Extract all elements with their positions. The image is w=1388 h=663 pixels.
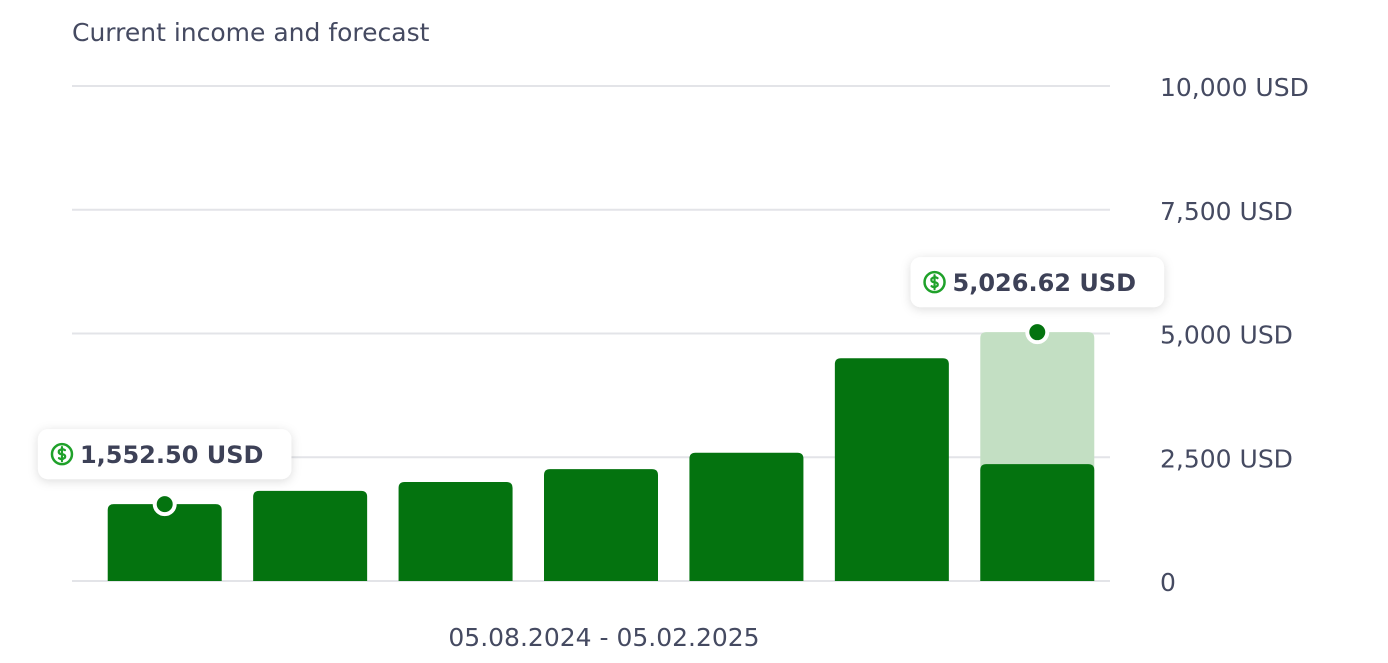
dollar-icon — [50, 442, 74, 466]
tooltip-box — [910, 257, 1165, 308]
labels: 1,552.50 USD 5,026.62 USD — [37, 257, 1165, 517]
tooltip-box — [37, 429, 292, 480]
y-tick-label: 10,000 USD — [1160, 73, 1309, 102]
dollar-icon — [923, 270, 946, 294]
x-axis-label: 05.08.2024 - 05.02.2025 — [448, 623, 759, 652]
y-tick-label: 5,000 USD — [1160, 321, 1293, 350]
bar — [107, 504, 222, 581]
bar — [398, 482, 513, 581]
y-tick-label: 2,500 USD — [1160, 444, 1293, 473]
bar — [980, 464, 1095, 581]
bars — [107, 332, 1095, 581]
value-dot — [152, 492, 177, 517]
grid: 0 2,500 USD 5,000 USD 7,500 USD 10,000 USD — [72, 73, 1309, 597]
dollar-glyph — [57, 446, 67, 463]
bar — [544, 469, 658, 581]
value-dot — [1025, 320, 1050, 345]
dollar-glyph — [930, 274, 939, 291]
y-tick-label: 7,500 USD — [1160, 197, 1293, 226]
chart-title: Current income and forecast — [72, 18, 430, 47]
value-label: 5,026.62 USD — [953, 269, 1136, 297]
bar — [253, 490, 368, 581]
bar — [834, 358, 949, 581]
value-label: 1,552.50 USD — [80, 441, 263, 469]
bar — [689, 452, 804, 581]
y-tick-label: 0 — [1160, 568, 1176, 597]
